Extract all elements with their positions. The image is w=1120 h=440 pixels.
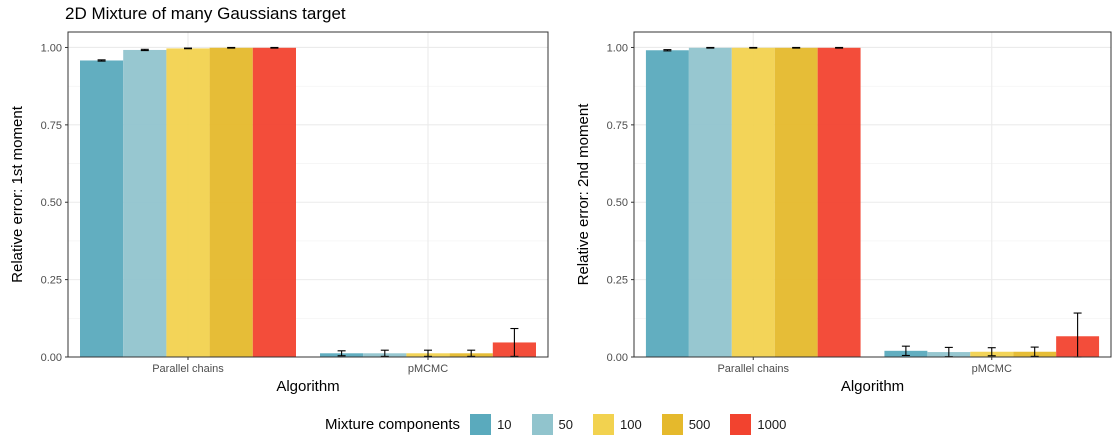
y-tick-label: 0.75: [41, 120, 62, 132]
legend-swatch: [470, 414, 492, 435]
y-tick-label: 1.00: [607, 42, 628, 54]
y-tick-label: 0.25: [607, 275, 628, 287]
legend-item-500: 500: [661, 414, 725, 435]
bar: [688, 47, 732, 358]
bar: [817, 47, 861, 358]
bar: [123, 49, 167, 357]
bar: [774, 47, 818, 358]
legend-item-10: 10: [470, 414, 525, 435]
chart-title: 2D Mixture of many Gaussians target: [65, 4, 346, 23]
legend-title: Mixture components: [325, 416, 461, 433]
x-tick-label: pMCMC: [408, 363, 448, 375]
chart-area: 0.00 0.25 0.50 0.75 1.00 Parallel chains pMCMC…: [9, 31, 1112, 395]
legend-label: 100: [620, 417, 642, 432]
y-tick-label: 1.00: [41, 42, 62, 54]
x-tick-label: pMCMC: [972, 363, 1012, 375]
legend-swatch: [730, 414, 752, 435]
y-axis-label: Relative error: 1st moment: [9, 105, 26, 283]
y-tick-label: 0.00: [41, 352, 62, 364]
y-tick-label: 0.50: [41, 197, 62, 209]
bar: [645, 50, 689, 358]
x-axis-label: Algorithm: [841, 378, 904, 395]
bar: [80, 60, 124, 357]
legend-label: 500: [688, 417, 711, 432]
legend: Mixture components 10 50 100 500 1000: [0, 414, 1120, 440]
panel-border: [633, 31, 1112, 358]
legend-label: 10: [497, 417, 512, 432]
x-tick-label: Parallel chains: [152, 363, 224, 375]
legend-label: 1000: [757, 417, 787, 432]
x-axis-label: Algorithm: [276, 378, 339, 395]
legend-swatch: [531, 414, 553, 435]
bar: [166, 48, 210, 358]
y-tick-label: 0.25: [41, 275, 62, 287]
bar: [252, 47, 296, 358]
legend-swatch: [661, 414, 683, 435]
y-tick-label: 0.50: [607, 197, 628, 209]
y-tick-label: 0.75: [607, 120, 628, 132]
legend-label: 50: [558, 417, 573, 432]
y-axis-label: Relative error: 2nd moment: [575, 103, 592, 286]
bar: [209, 47, 253, 358]
y-tick-label: 0.00: [607, 352, 628, 364]
legend-item-1000: 1000: [730, 414, 800, 435]
legend-item-100: 100: [593, 414, 656, 435]
legend-swatch: [593, 414, 614, 435]
bar: [731, 47, 775, 358]
legend-item-50: 50: [531, 414, 587, 435]
x-tick-label: Parallel chains: [717, 363, 789, 375]
panel-border: [67, 31, 549, 358]
